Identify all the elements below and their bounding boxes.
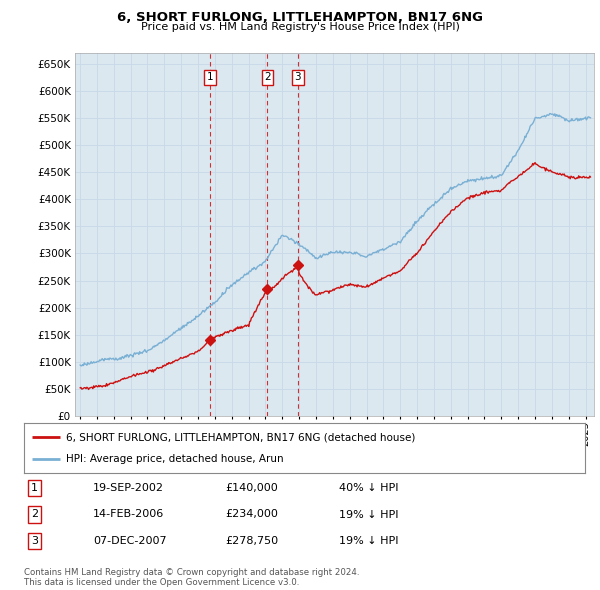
Text: 2: 2: [31, 510, 38, 519]
Text: 6, SHORT FURLONG, LITTLEHAMPTON, BN17 6NG: 6, SHORT FURLONG, LITTLEHAMPTON, BN17 6N…: [117, 11, 483, 24]
Text: £140,000: £140,000: [225, 483, 278, 493]
Text: 19-SEP-2002: 19-SEP-2002: [93, 483, 164, 493]
Text: 40% ↓ HPI: 40% ↓ HPI: [339, 483, 398, 493]
Text: 07-DEC-2007: 07-DEC-2007: [93, 536, 167, 546]
Text: Contains HM Land Registry data © Crown copyright and database right 2024.
This d: Contains HM Land Registry data © Crown c…: [24, 568, 359, 587]
Text: 1: 1: [31, 483, 38, 493]
Text: 19% ↓ HPI: 19% ↓ HPI: [339, 510, 398, 519]
Text: 3: 3: [295, 73, 301, 83]
Text: 6, SHORT FURLONG, LITTLEHAMPTON, BN17 6NG (detached house): 6, SHORT FURLONG, LITTLEHAMPTON, BN17 6N…: [66, 432, 415, 442]
Text: 3: 3: [31, 536, 38, 546]
Text: Price paid vs. HM Land Registry's House Price Index (HPI): Price paid vs. HM Land Registry's House …: [140, 22, 460, 32]
Text: 1: 1: [207, 73, 214, 83]
Text: 14-FEB-2006: 14-FEB-2006: [93, 510, 164, 519]
Text: 2: 2: [264, 73, 271, 83]
Text: £234,000: £234,000: [225, 510, 278, 519]
Text: HPI: Average price, detached house, Arun: HPI: Average price, detached house, Arun: [66, 454, 284, 464]
Text: £278,750: £278,750: [225, 536, 278, 546]
Text: 19% ↓ HPI: 19% ↓ HPI: [339, 536, 398, 546]
